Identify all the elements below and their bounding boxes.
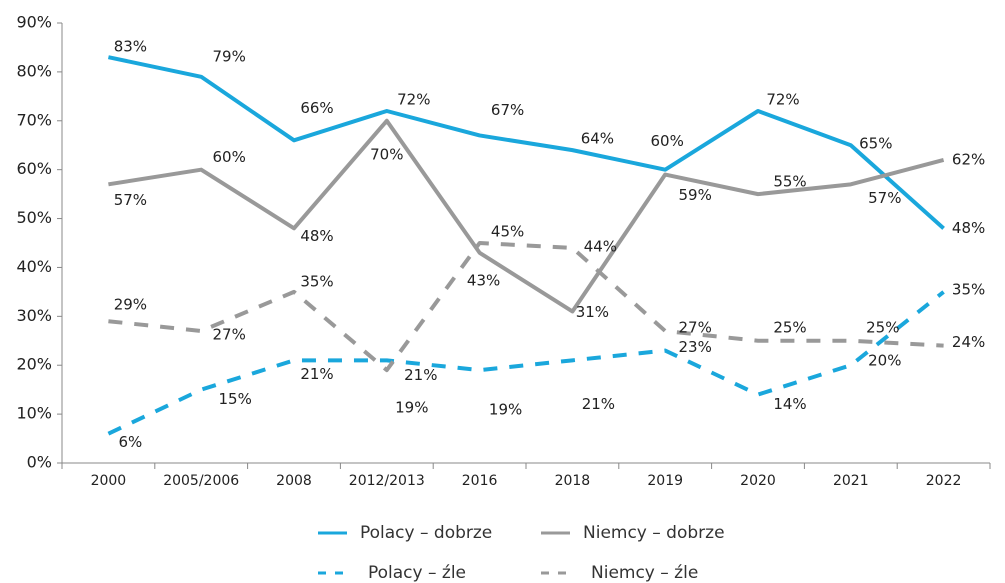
data-label: 48% [300, 227, 333, 245]
data-label: 25% [866, 318, 899, 336]
data-label: 79% [213, 47, 246, 65]
data-label: 21% [582, 395, 615, 413]
data-label: 35% [300, 272, 333, 290]
data-label: 45% [491, 223, 524, 241]
x-tick-label: 2021 [833, 473, 869, 489]
data-label: 65% [859, 135, 892, 153]
data-label: 48% [952, 219, 985, 237]
data-label: 66% [300, 99, 333, 117]
data-label: 24% [952, 333, 985, 351]
data-label: 72% [766, 91, 799, 109]
x-tick-label: 2012/2013 [349, 473, 425, 489]
data-label: 31% [576, 303, 609, 321]
data-label: 83% [114, 38, 147, 56]
data-label: 60% [651, 132, 684, 150]
y-tick-label: 20% [16, 355, 52, 374]
data-label: 25% [773, 318, 806, 336]
data-label: 27% [213, 326, 246, 344]
x-tick-label: 2008 [276, 473, 312, 489]
y-tick-label: 10% [16, 404, 52, 423]
data-label: 21% [300, 365, 333, 383]
y-tick-label: 50% [16, 208, 52, 227]
y-tick-label: 30% [16, 306, 52, 325]
y-tick-label: 90% [16, 13, 52, 32]
data-label: 59% [679, 186, 712, 204]
data-label: 20% [868, 352, 901, 370]
data-label: 23% [679, 338, 712, 356]
data-label: 6% [119, 433, 143, 451]
series-line [107, 290, 945, 436]
data-label: 57% [114, 191, 147, 209]
series-line [108, 241, 944, 373]
data-label: 55% [773, 173, 806, 191]
data-label: 43% [467, 271, 500, 289]
data-label: 19% [489, 401, 522, 419]
y-tick-label: 40% [16, 257, 52, 276]
data-label: 70% [370, 145, 403, 163]
y-tick-label: 80% [16, 61, 52, 80]
data-label: 62% [952, 150, 985, 168]
data-label: 35% [952, 280, 985, 298]
x-tick-label: 2000 [91, 473, 127, 489]
data-label: 29% [114, 296, 147, 314]
data-label: 21% [404, 366, 437, 384]
x-tick-label: 2005/2006 [163, 473, 239, 489]
legend-label: Polacy – dobrze [360, 523, 492, 543]
data-label: 15% [219, 390, 252, 408]
legend-label: Polacy – źle [368, 563, 466, 583]
data-label: 64% [581, 130, 614, 148]
legend-label: Niemcy – źle [591, 563, 698, 583]
series-line [108, 118, 945, 314]
y-tick-label: 60% [16, 159, 52, 178]
data-label: 60% [213, 148, 246, 166]
data-label: 57% [868, 189, 901, 207]
x-tick-label: 2016 [462, 473, 498, 489]
series-line [107, 55, 945, 230]
data-label: 14% [773, 395, 806, 413]
x-tick-label: 2018 [555, 473, 591, 489]
y-tick-label: 70% [16, 110, 52, 129]
data-label: 44% [584, 237, 617, 255]
data-label: 27% [679, 319, 712, 337]
x-tick-label: 2019 [647, 473, 683, 489]
data-label: 67% [491, 101, 524, 119]
data-label: 72% [397, 91, 430, 109]
x-tick-label: 2020 [740, 473, 776, 489]
data-label: 19% [395, 399, 428, 417]
legend-label: Niemcy – dobrze [583, 523, 725, 543]
y-tick-label: 0% [27, 453, 52, 472]
x-tick-label: 2022 [926, 473, 962, 489]
